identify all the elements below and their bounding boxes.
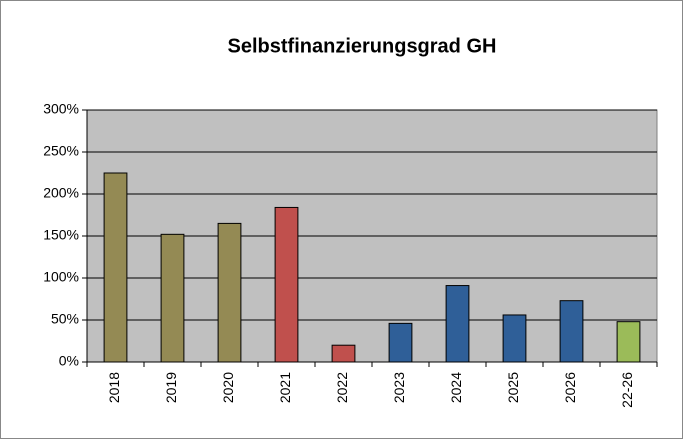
y-tick-label: 50%: [51, 311, 79, 327]
y-tick-label: 200%: [43, 185, 79, 201]
y-tick-label: 250%: [43, 143, 79, 159]
y-tick-label: 150%: [43, 227, 79, 243]
x-tick-label: 2023: [391, 372, 407, 403]
bar: [502, 314, 527, 363]
bar: [388, 322, 413, 363]
y-tick-label: 300%: [43, 101, 79, 117]
bar: [445, 285, 470, 363]
x-tick-label: 2018: [106, 372, 122, 403]
bar: [160, 233, 185, 363]
x-tick-label: 2024: [448, 372, 464, 403]
bar: [103, 172, 128, 363]
x-tick-label: 2021: [277, 372, 293, 403]
x-tick-label: 2022: [334, 372, 350, 403]
chart-title: Selbstfinanzierungsgrad GH: [228, 35, 497, 57]
bar: [616, 321, 641, 363]
x-tick-label: 2020: [220, 372, 236, 403]
bar: [559, 300, 584, 363]
y-tick-label: 0%: [59, 353, 79, 369]
x-tick-label: 2025: [505, 372, 521, 403]
x-tick-label: 2026: [562, 372, 578, 403]
bar: [217, 222, 242, 363]
bar: [274, 206, 299, 363]
y-tick-label: 100%: [43, 269, 79, 285]
bar: [331, 344, 356, 363]
x-tick-label: 22-26: [619, 372, 635, 408]
x-tick-label: 2019: [163, 372, 179, 403]
